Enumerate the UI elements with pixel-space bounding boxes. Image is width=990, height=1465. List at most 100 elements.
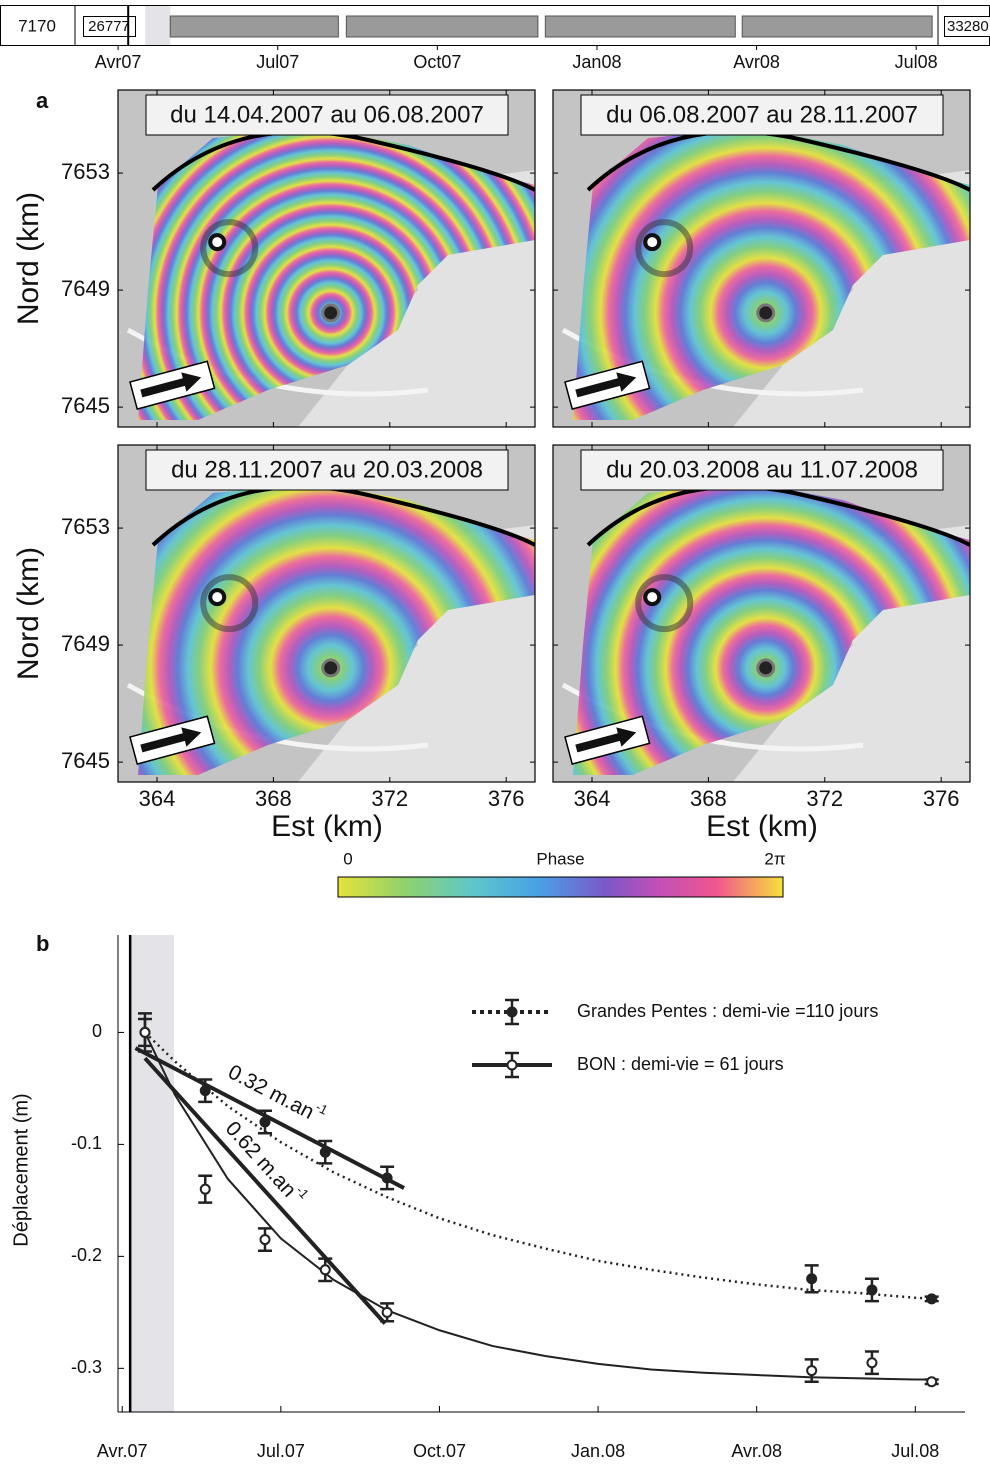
colorbar-tick-label: 0	[343, 849, 352, 868]
arrow	[575, 372, 637, 398]
y-axis-label: Nord (km)	[12, 547, 45, 680]
x-tick-label: 368	[690, 786, 727, 811]
y-tick-label: 7649	[61, 276, 110, 301]
arrow-box	[564, 360, 651, 410]
interval-bar	[345, 15, 539, 38]
title-box	[145, 94, 509, 136]
label-box	[944, 16, 990, 37]
x-tick-label: Avr.07	[97, 1441, 148, 1461]
x-tick-label: 364	[139, 786, 176, 811]
site-marker	[756, 658, 776, 678]
arrow-box	[129, 715, 216, 765]
data-point	[139, 1026, 151, 1038]
y-axis-label: Déplacement (m)	[10, 1093, 32, 1246]
arrow-box	[564, 715, 651, 765]
site-marker	[643, 588, 662, 607]
colorbar	[337, 876, 784, 898]
map-title: du 20.03.2008 au 11.07.2008	[606, 456, 918, 483]
crater-ring	[200, 219, 259, 278]
x-tick-label: 368	[255, 786, 292, 811]
data-point	[806, 1365, 818, 1377]
x-tick-label: Jan08	[572, 52, 621, 72]
x-tick-label: Avr08	[733, 52, 780, 72]
phase-area	[573, 128, 970, 420]
crater-ring	[635, 574, 694, 633]
timeline-label: 33280	[947, 18, 989, 35]
x-tick-label: 372	[806, 786, 843, 811]
crater-ring	[200, 574, 259, 633]
coastline	[586, 129, 970, 192]
map-title: du 14.04.2007 au 06.08.2007	[170, 101, 484, 128]
annotation-text: 0.62 m.an-1	[221, 1114, 312, 1210]
annotation: 0.62 m.an-1	[221, 1114, 312, 1210]
data-point	[319, 1264, 331, 1276]
colorbar-title: Phase	[536, 849, 584, 868]
x-tick-label: Jul.08	[891, 1441, 939, 1461]
data-point	[259, 1234, 271, 1246]
colorbar-tick-label: 2π	[764, 849, 785, 868]
shaded-span	[145, 6, 171, 45]
data-point	[866, 1284, 878, 1296]
data-point	[926, 1376, 938, 1388]
trend-line	[134, 1046, 405, 1190]
panel-label: a	[36, 88, 49, 113]
x-tick-label: 376	[488, 786, 525, 811]
y-axis-label: Nord (km)	[12, 192, 45, 325]
y-tick-label: -0.2	[71, 1245, 102, 1265]
title-box	[580, 94, 944, 136]
legend-marker	[506, 1006, 518, 1018]
y-tick-label: 7653	[61, 514, 110, 539]
x-tick-label: Jan.08	[571, 1441, 625, 1461]
y-tick-label: 7653	[61, 159, 110, 184]
data-point	[806, 1273, 818, 1285]
site-marker	[321, 303, 341, 323]
interval-bar	[544, 15, 736, 38]
map-frame	[117, 444, 536, 783]
x-tick-label: Jul08	[895, 52, 938, 72]
site-marker	[321, 658, 341, 678]
map-title: du 28.11.2007 au 20.03.2008	[171, 456, 483, 483]
site-marker	[643, 233, 662, 252]
x-axis-label: Est (km)	[271, 810, 383, 843]
coastline	[151, 129, 535, 192]
arrow	[575, 727, 637, 753]
timeline-label: 26777	[88, 18, 130, 35]
y-tick-label: -0.1	[71, 1133, 102, 1153]
legend-marker	[506, 1059, 518, 1071]
annotation-main: 0.32 m.an	[225, 1060, 318, 1124]
y-tick-label: 0	[92, 1021, 102, 1041]
arrow	[140, 372, 202, 398]
data-point	[381, 1306, 393, 1318]
legend-label: Grandes Pentes : demi-vie =110 jours	[577, 1001, 878, 1021]
x-tick-label: 376	[923, 786, 960, 811]
phase-area	[573, 483, 970, 775]
data-point	[866, 1357, 878, 1369]
map-frame	[552, 444, 971, 783]
map-frame	[552, 89, 971, 428]
x-axis-label: Est (km)	[706, 810, 818, 843]
panel-label: b	[36, 931, 49, 956]
legend-label: BON : demi-vie = 61 jours	[577, 1054, 784, 1074]
data-point	[199, 1183, 211, 1195]
x-tick-label: Avr07	[95, 52, 142, 72]
x-tick-label: Oct07	[413, 52, 461, 72]
y-tick-label: -0.3	[71, 1357, 102, 1377]
fit-curve	[144, 1031, 937, 1381]
trend-line	[143, 1056, 387, 1325]
interval-bar	[741, 15, 933, 38]
site-marker	[208, 233, 227, 252]
shaded-span	[130, 935, 175, 1412]
arrow-box	[129, 360, 216, 410]
y-tick-label: 7645	[61, 393, 110, 418]
site-marker	[756, 303, 776, 323]
timeline-label: 7170	[18, 16, 56, 35]
x-tick-label: Avr.08	[731, 1441, 782, 1461]
arrow	[140, 727, 202, 753]
x-tick-label: Jul07	[256, 52, 299, 72]
crater-ring	[635, 219, 694, 278]
x-tick-label: 364	[574, 786, 611, 811]
title-box	[145, 449, 509, 491]
label-box	[83, 16, 136, 37]
x-tick-label: Oct.07	[413, 1441, 466, 1461]
